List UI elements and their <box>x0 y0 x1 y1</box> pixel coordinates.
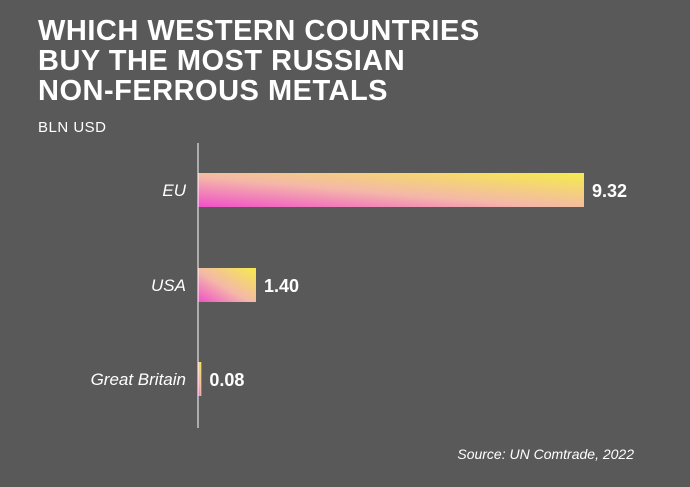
category-label: USA <box>151 276 186 295</box>
bar-usa <box>198 268 256 302</box>
value-label: 9.32 <box>592 181 627 201</box>
source-note: Source: UN Comtrade, 2022 <box>457 446 634 462</box>
category-label: EU <box>162 181 186 200</box>
bar-great-britain <box>198 362 202 396</box>
value-label: 0.08 <box>209 370 244 390</box>
unit-label: BLN USD <box>38 119 107 136</box>
value-label: 1.40 <box>264 276 299 296</box>
chart-title: WHICH WESTERN COUNTRIES BUY THE MOST RUS… <box>38 16 638 106</box>
bar-eu <box>198 173 584 207</box>
title-line-3: NON-FERROUS METALS <box>38 75 389 107</box>
title-line-2: BUY THE MOST RUSSIAN <box>38 45 406 77</box>
title-line-1: WHICH WESTERN COUNTRIES <box>38 15 480 47</box>
category-label: Great Britain <box>91 370 186 389</box>
